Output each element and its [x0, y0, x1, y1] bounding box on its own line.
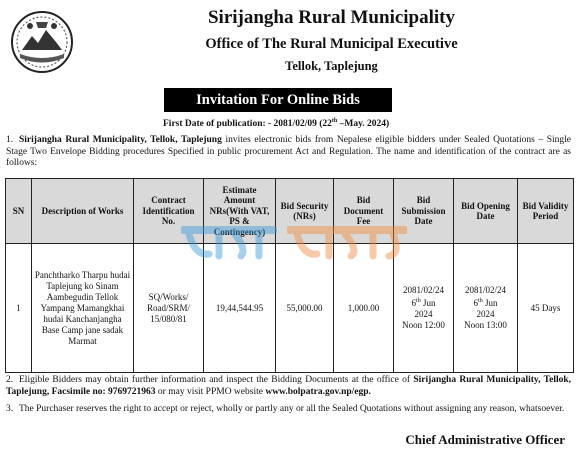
col-header: Bid Opening Date	[453, 178, 518, 244]
col-header: Bid Security (NRs)	[275, 178, 334, 244]
col-header: Bid Document Fee	[333, 178, 394, 244]
cell-doc-fee: 1,000.00	[333, 243, 394, 373]
bid-table: SN Description of Works Contract Identif…	[5, 178, 574, 373]
publication-date: First Date of publication: - 2081/02/09 …	[163, 118, 390, 130]
cell-bid-security: 55,000.00	[275, 243, 334, 373]
cell-validity: 45 Days	[517, 243, 574, 373]
signature-title: Chief Administrative Officer	[405, 432, 565, 447]
cell-opening-date: 2081/02/24 6th Jun 2024 Noon 13:00	[453, 243, 518, 373]
cell-estimate: 19,44,544.95	[203, 243, 276, 373]
col-header: Bid Validity Period	[517, 178, 574, 244]
paragraph-1: 1. Sirijangha Rural Municipality, Tellok,…	[6, 135, 571, 168]
office-name: Office of The Rural Municipal Executive	[205, 36, 458, 52]
col-header: Description of Works	[31, 178, 134, 244]
col-header: SN	[5, 178, 32, 244]
paragraph-3: 3. The Purchaser reserves the right to ac…	[6, 404, 565, 414]
nepal-emblem-icon	[11, 11, 73, 73]
cell-description: Panchtharko Tharpu hudai Taplejung ko Si…	[31, 243, 134, 373]
col-header: Contract Identification No.	[133, 178, 204, 244]
cell-contract-id: SQ/Works/ Road/SRM/ 15/080/81	[133, 243, 204, 373]
table-header-row: SN Description of Works Contract Identif…	[5, 178, 574, 244]
letterhead: Sirijangha Rural Municipality Office of …	[84, 6, 579, 75]
cell-submission-date: 2081/02/24 6th Jun 2024 Noon 12:00	[393, 243, 454, 373]
col-header: Bid Submission Date	[393, 178, 454, 244]
table-row: 1 Panchtharko Tharpu hudai Taplejung ko …	[5, 243, 574, 373]
col-header: Estimate Amount NRs(With VAT, PS & Conti…	[203, 178, 276, 244]
org-name: Sirijangha Rural Municipality	[207, 7, 456, 28]
location: Tellok, Taplejung	[285, 59, 378, 73]
paragraph-2: 2. Eligible Bidders may obtain further in…	[6, 375, 572, 397]
notice-banner: Invitation For Online Bids	[164, 88, 392, 112]
cell-sn: 1	[5, 243, 32, 373]
